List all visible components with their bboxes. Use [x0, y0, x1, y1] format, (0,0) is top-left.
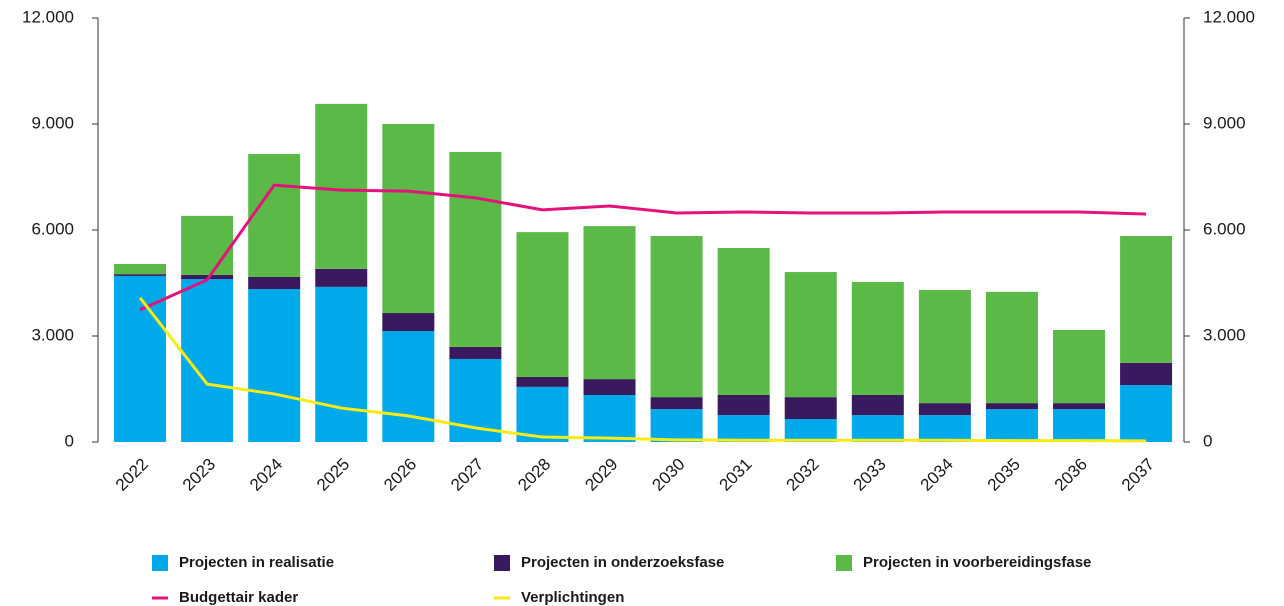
bar-segment	[717, 415, 770, 442]
bar-segment	[181, 274, 234, 280]
bar-segment	[449, 151, 502, 347]
bar-segment	[851, 281, 904, 396]
x-tick-label: 2030	[648, 455, 688, 495]
legend-label: Verplichtingen	[521, 589, 624, 606]
x-tick-label: 2032	[783, 455, 823, 495]
x-tick-label: 2022	[112, 455, 152, 495]
bar-segment	[985, 409, 1038, 442]
y2-tick-label: 0	[1203, 431, 1212, 450]
bar-segment	[1120, 362, 1173, 386]
line-series	[138, 296, 1147, 443]
bar-segment	[315, 286, 368, 442]
bar-segment	[918, 403, 971, 416]
bar-segment	[583, 379, 636, 396]
bar-segment	[1120, 236, 1173, 363]
bar-segment	[516, 376, 569, 387]
bar-segment	[583, 226, 636, 380]
bar-segment	[918, 415, 971, 442]
x-tick-label: 2023	[179, 455, 219, 495]
x-tick-label: 2026	[380, 455, 420, 495]
bar-segment	[851, 415, 904, 442]
x-tick-label: 2033	[850, 455, 890, 495]
bar-segment	[181, 215, 234, 275]
bar-segment	[382, 124, 435, 314]
bar-segment	[114, 274, 167, 276]
bar-segment	[1053, 329, 1106, 404]
legend-label: Projecten in onderzoeksfase	[521, 554, 724, 571]
bar-segment	[315, 268, 368, 287]
legend-swatch	[836, 555, 852, 571]
bar-segment	[1053, 403, 1106, 410]
bar-segment	[114, 263, 167, 275]
bar-segment	[583, 395, 636, 442]
y-tick-label: 6.000	[31, 219, 74, 238]
bar-segment	[315, 103, 368, 269]
bar-segment	[784, 272, 837, 398]
bar-segment	[918, 290, 971, 404]
x-tick-label: 2024	[246, 455, 286, 495]
legend-label: Projecten in realisatie	[179, 554, 334, 571]
bar-segment	[985, 291, 1038, 404]
x-tick-label: 2027	[447, 455, 487, 495]
bar-segment	[650, 236, 703, 398]
legend-label: Projecten in voorbereidingsfase	[863, 554, 1091, 571]
bar-segment	[851, 395, 904, 416]
bar-segment	[449, 346, 502, 359]
y-tick-label: 3.000	[31, 325, 74, 344]
x-tick-label: 2037	[1118, 455, 1158, 495]
y2-tick-label: 9.000	[1203, 113, 1246, 132]
bar-segment	[248, 289, 301, 442]
bar-segment	[382, 331, 435, 442]
x-tick-label: 2031	[715, 455, 755, 495]
bar-segment	[650, 409, 703, 442]
legend-label: Budgettair kader	[179, 589, 298, 606]
bar-segment	[784, 397, 837, 420]
bar-segment	[717, 395, 770, 416]
bar-segment	[985, 403, 1038, 410]
bar-segment	[784, 419, 837, 442]
y-tick-label: 12.000	[22, 7, 74, 26]
bar-segment	[248, 154, 301, 277]
line-series	[139, 183, 1147, 312]
bar-segment	[516, 232, 569, 377]
bar-segment	[717, 248, 770, 396]
legend-swatch	[494, 555, 510, 571]
legend-swatch	[152, 555, 168, 571]
y-tick-label: 9.000	[31, 113, 74, 132]
x-tick-label: 2028	[514, 455, 554, 495]
x-tick-label: 2036	[1051, 455, 1091, 495]
x-tick-label: 2029	[581, 455, 621, 495]
bar-segment	[650, 397, 703, 410]
y-tick-label: 0	[65, 431, 74, 450]
bar-segment	[516, 386, 569, 442]
y2-tick-label: 12.000	[1203, 7, 1255, 26]
y2-tick-label: 6.000	[1203, 219, 1246, 238]
x-tick-label: 2034	[917, 455, 957, 495]
bar-segment	[1053, 409, 1106, 442]
bar-segment	[248, 276, 301, 290]
x-tick-label: 2025	[313, 455, 353, 495]
y2-tick-label: 3.000	[1203, 325, 1246, 344]
x-tick-label: 2035	[984, 455, 1024, 495]
bar-segment	[1120, 385, 1173, 442]
bar-segment	[382, 313, 435, 332]
